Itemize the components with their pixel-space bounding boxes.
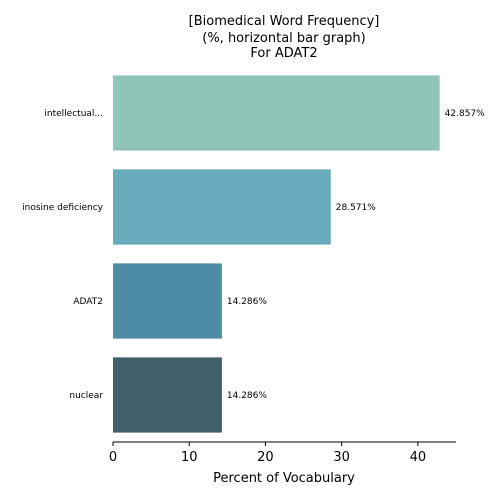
chart-title-line-1: [Biomedical Word Frequency]	[189, 14, 380, 29]
x-axis: 0 10 20 30 40	[109, 441, 456, 465]
category-label-2: ADAT2	[73, 297, 103, 307]
x-tick-label-1: 10	[181, 450, 198, 465]
category-label-3: nuclear	[69, 391, 103, 401]
value-label-1: 28.571%	[336, 203, 376, 213]
chart-title-line-3: For ADAT2	[250, 46, 317, 61]
value-label-0: 42.857%	[445, 109, 485, 119]
x-axis-label: Percent of Vocabulary	[213, 471, 355, 486]
bar-1	[113, 169, 331, 245]
x-tick-label-4: 40	[410, 450, 427, 465]
bar-3	[113, 357, 222, 433]
category-label-1: inosine deficiency	[22, 203, 104, 213]
value-label-3: 14.286%	[227, 391, 267, 401]
x-tick-label-2: 20	[257, 450, 274, 465]
bar-0	[113, 75, 440, 151]
chart-title-line-2: (%, horizontal bar graph)	[202, 31, 365, 46]
bars: intellectual... 42.857% inosine deficiency…	[22, 75, 485, 433]
x-tick-label-0: 0	[109, 450, 117, 465]
x-tick-label-3: 30	[333, 450, 350, 465]
category-label-0: intellectual...	[44, 109, 103, 119]
bar-2	[113, 263, 222, 339]
value-label-2: 14.286%	[227, 297, 267, 307]
